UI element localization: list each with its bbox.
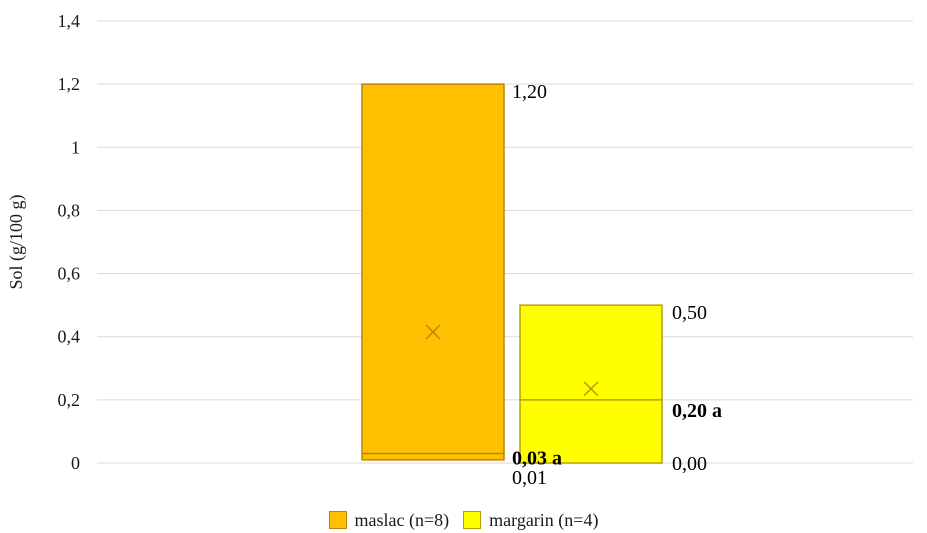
box-margarin	[519, 304, 663, 464]
legend-swatch-margarin	[463, 511, 482, 529]
max-label-margarin: 0,50	[672, 302, 707, 324]
y-tick-label: 0,4	[58, 327, 81, 347]
y-axis-title: Sol (g/100 g)	[6, 194, 27, 289]
median-label-margarin: 0,20 a	[672, 400, 722, 422]
y-tick-label: 1	[71, 137, 80, 157]
legend-item-maslac: maslac (n=8)	[328, 509, 450, 531]
y-tick-label: 1,2	[58, 74, 81, 94]
gridlines	[97, 20, 913, 464]
mean-marker-margarin	[583, 381, 599, 397]
legend-label-maslac: maslac (n=8)	[354, 509, 450, 530]
max-label-maslac: 1,20	[512, 81, 547, 103]
mean-marker-stroke	[583, 381, 599, 397]
legend-item-margarin: margarin (n=4)	[463, 510, 598, 531]
y-tick-label: 0	[71, 453, 80, 473]
mean-marker-stroke	[425, 324, 441, 340]
legend: maslac (n=8) margarin (n=4)	[0, 508, 927, 532]
y-tick-label: 0,6	[58, 264, 81, 284]
value-labels: 1,20 0,03 a0,01 0,50 0,20 a 0,00	[512, 81, 722, 489]
y-tick-label: 0,2	[58, 390, 81, 410]
y-axis-ticks: 0 0,2 0,4 0,6 0,8 1 1,2 1,4	[58, 11, 81, 473]
legend-label-margarin: margarin (n=4)	[489, 509, 599, 530]
min-label-margarin: 0,00	[672, 453, 707, 475]
legend-swatch-maslac	[328, 511, 347, 529]
y-tick-label: 0,8	[58, 200, 81, 220]
box-layer	[361, 83, 663, 464]
mean-marker-maslac	[425, 324, 441, 340]
median-label-maslac: 0,03 a	[512, 448, 562, 470]
box-maslac	[361, 83, 505, 461]
y-tick-label: 1,4	[58, 11, 81, 31]
min-label-maslac: 0,01	[512, 467, 547, 489]
